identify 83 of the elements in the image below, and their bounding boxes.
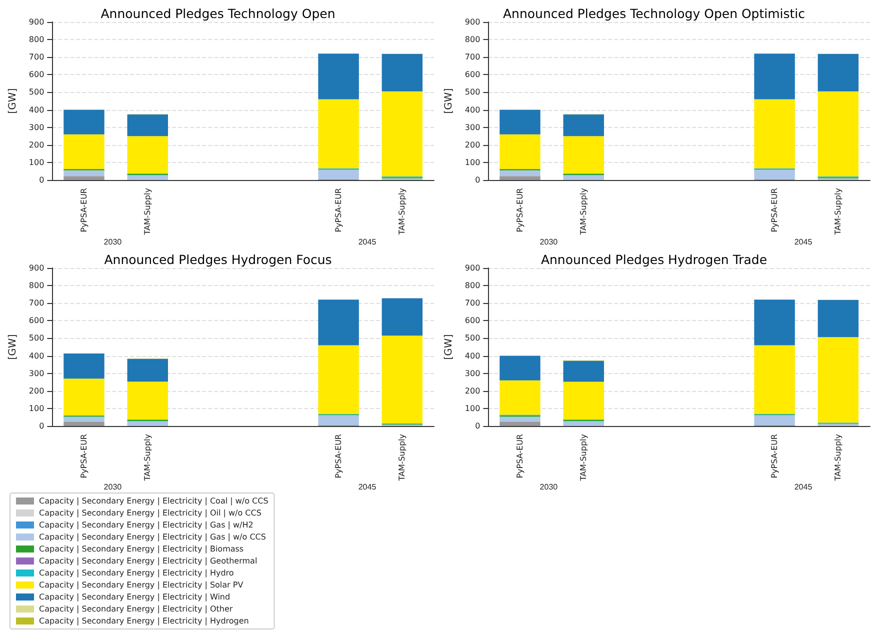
x-tick-label: PyPSA-EUR [515,188,524,232]
legend-label: Capacity | Secondary Energy | Electricity | Wind [39,592,230,602]
y-tick-label: 200 [28,140,44,150]
y-tick-label: 800 [464,35,480,44]
legend-label: Capacity | Secondary Energy | Electricity | Solar PV [39,580,244,590]
text: 2045 [358,238,377,246]
y-axis-title: [GW] [444,88,454,114]
y-tick-label: 900 [28,264,44,272]
y-tick-label: 900 [464,18,480,26]
y-tick-label: 800 [28,281,44,290]
y-tick-label: 700 [464,298,480,308]
y-tick-label: 100 [28,158,44,167]
legend-label: Capacity | Secondary Energy | Electricity | Oil | w/o CCS [39,508,262,518]
x-tick-label: PyPSA-EUR [515,434,524,478]
x-tick-label: TAM-Supply [143,188,152,236]
y-tick-label: 400 [28,351,44,360]
x-tick-label: TAM-Supply [834,434,843,482]
legend-label: Capacity | Secondary Energy | Electricity | Coal | w/o CCS [39,496,268,506]
x-tick-label: PyPSA-EUR [770,434,780,478]
y-axis-title: [GW] [8,334,18,360]
y-tick-label: 300 [28,368,44,378]
x-tick-label: PyPSA-EUR [334,188,344,232]
y-tick-label: 0 [475,422,480,430]
legend-label: Capacity | Secondary Energy | Electricity | Other [39,604,234,614]
legend-label: Capacity | Secondary Energy | Electricity | Gas | w/o CCS [39,532,266,542]
y-tick-label: 800 [28,35,44,44]
text: 2030 [540,482,558,492]
y-tick-label: 700 [28,298,44,308]
y-tick-label: 0 [475,176,480,184]
x-tick-label: PyPSA-EUR [770,188,780,232]
legend-label: Capacity | Secondary Energy | Electricity | Hydro [39,568,234,578]
text: 2030 [104,482,122,492]
x-tick-label: TAM-Supply [579,434,588,482]
y-tick-label: 600 [464,316,480,326]
y-tick-label: 300 [464,122,480,132]
y-tick-label: 300 [464,368,480,378]
y-tick-label: 500 [464,88,480,97]
y-tick-label: 600 [464,70,480,80]
x-tick-label: TAM-Supply [834,188,843,236]
y-tick-label: 200 [28,386,44,396]
y-axis-title: [GW] [8,88,18,114]
x-tick-label: PyPSA-EUR [79,434,88,478]
y-tick-label: 900 [464,264,480,272]
y-tick-label: 700 [464,52,480,62]
x-tick-label: TAM-Supply [398,434,407,482]
y-tick-label: 500 [464,334,480,343]
text: 2030 [540,238,558,246]
x-tick-label: TAM-Supply [579,188,588,236]
legend-label: Capacity | Secondary Energy | Electricity | Hydrogen [39,616,249,626]
y-tick-label: 400 [28,105,44,114]
y-tick-label: 500 [28,334,44,343]
x-tick-label: PyPSA-EUR [79,188,88,232]
text: 2045 [358,482,377,492]
y-tick-label: 600 [28,70,44,80]
chart-title: Announced Pledges Hydrogen Trade [540,252,768,267]
legend-label: Capacity | Secondary Energy | Electricity | Gas | w/H2 [39,520,254,530]
y-tick-label: 200 [464,386,480,396]
text: 2030 [104,238,122,246]
y-tick-label: 800 [464,281,480,290]
text: 2045 [794,238,813,246]
y-tick-label: 900 [28,18,44,26]
y-tick-label: 100 [464,158,480,167]
y-tick-label: 0 [39,176,44,184]
y-tick-label: 200 [464,140,480,150]
y-tick-label: 0 [39,422,44,430]
x-tick-label: TAM-Supply [143,434,152,482]
x-tick-label: PyPSA-EUR [334,434,344,478]
x-tick-label: TAM-Supply [398,188,407,236]
chart-title: Announced Pledges Hydrogen Focus [104,252,332,267]
y-tick-label: 400 [464,105,480,114]
y-axis-title: [GW] [444,334,454,360]
legend-label: Capacity | Secondary Energy | Electricity | Geothermal [39,556,258,566]
y-tick-label: 400 [464,351,480,360]
legend-label: Capacity | Secondary Energy | Electricity | Biomass [39,544,244,554]
y-tick-label: 600 [28,316,44,326]
y-tick-label: 700 [28,52,44,62]
y-tick-label: 100 [464,404,480,413]
y-tick-label: 300 [28,122,44,132]
chart-title: Announced Pledges Technology Open Optimistic [502,6,806,21]
y-tick-label: 100 [28,404,44,413]
text: 2045 [794,482,813,492]
y-tick-label: 500 [28,88,44,97]
chart-title: Announced Pledges Technology Open [100,6,336,21]
